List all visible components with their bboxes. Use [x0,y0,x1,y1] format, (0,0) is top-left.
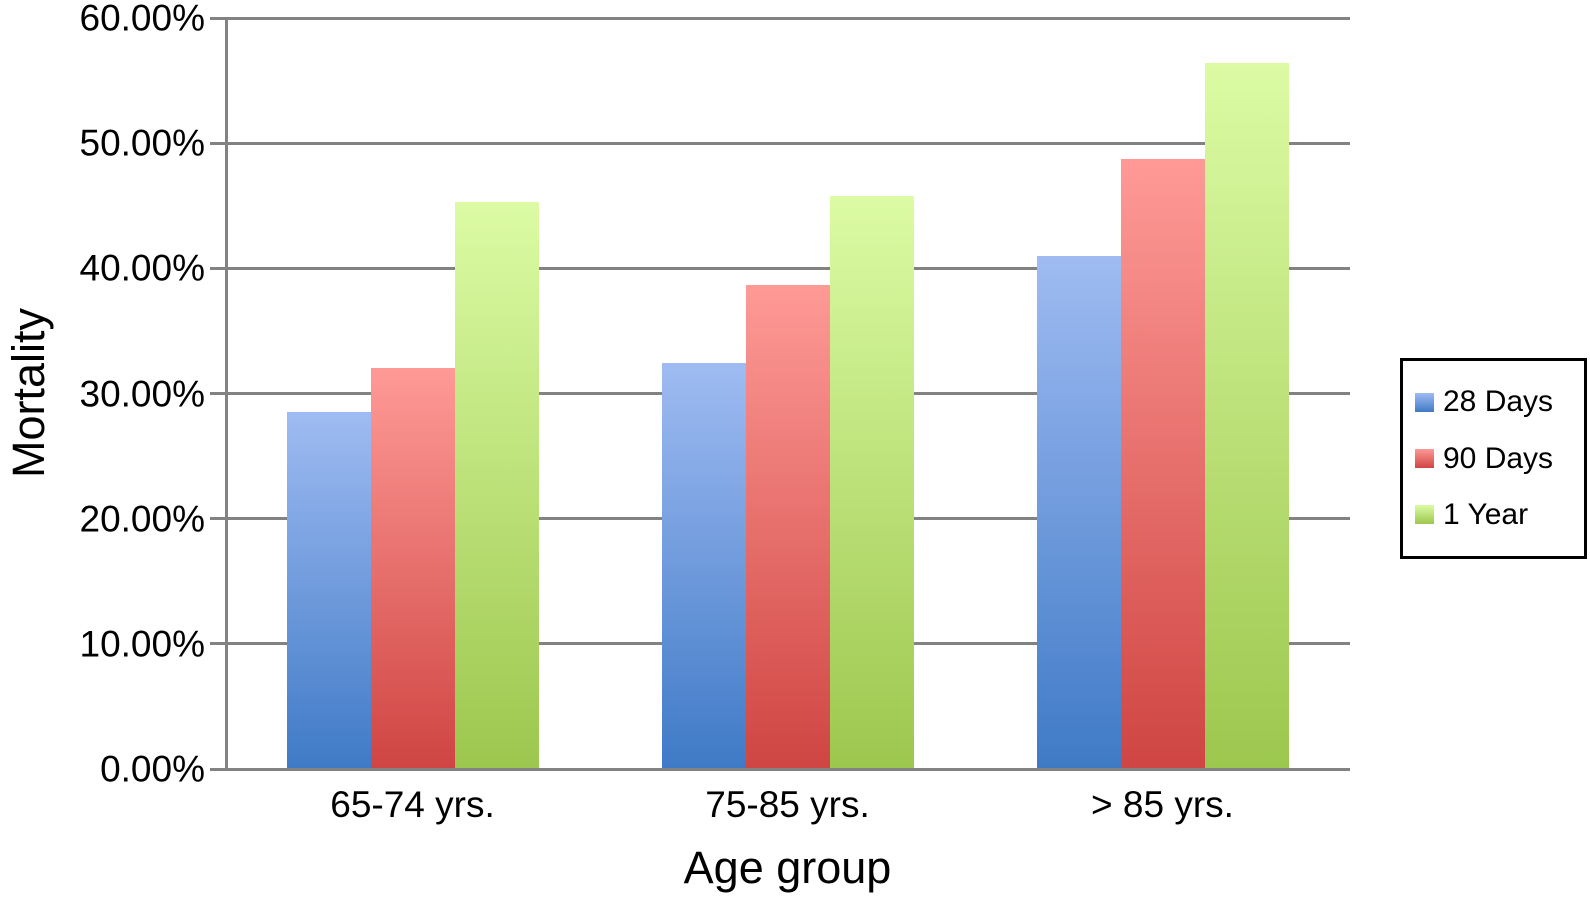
x-tick-label: 75-85 yrs. [705,784,870,825]
legend-label: 1 Year [1443,497,1529,531]
legend: 28 Days 90 Days 1 Year [1400,358,1587,559]
y-tick-label: 60.00% [79,0,206,39]
y-tick-label: 30.00% [79,373,206,414]
bar-28-days-3 [1036,255,1121,769]
gridline-60.00% [210,16,1350,20]
legend-swatch-icon [1415,392,1434,412]
legend-item-90-days: 90 Days [1415,441,1584,475]
bar-90-days-3 [1120,159,1205,769]
legend-label: 28 Days [1443,385,1554,419]
legend-item-28-days: 28 Days [1415,387,1584,417]
y-axis-line [225,18,228,769]
plot-area [210,16,1350,771]
bar-28-days-2 [661,363,746,769]
y-tick-label: 50.00% [79,122,206,164]
y-tick-label: 0.00% [100,748,205,790]
x-tick-label: 65-74 yrs. [330,784,495,825]
gridline-50.00% [210,141,1350,145]
y-tick-label: 40.00% [79,247,206,289]
legend-swatch-icon [1415,505,1434,525]
bar-90-days-1 [370,368,455,769]
bar-90-days-2 [745,284,830,769]
legend-item-1-year: 1 Year [1415,497,1584,531]
y-tick-label: 20.00% [79,498,206,540]
bar-28-days-1 [286,412,371,769]
legend-label: 90 Days [1443,441,1554,475]
bar-1-year-2 [829,195,914,769]
x-tick-label: > 85 yrs. [1091,784,1234,825]
x-tick-labels: 65-74 yrs. 75-85 yrs. > 85 yrs. [225,786,1350,830]
legend-swatch-icon [1415,449,1434,468]
bar-1-year-3 [1204,63,1289,769]
bar-1-year-1 [454,202,539,769]
y-tick-label: 10.00% [79,623,206,665]
gridline-0.00% [210,767,1350,771]
x-axis-title: Age group [683,842,892,893]
gridline-40.00% [210,266,1350,270]
y-tick-labels: 0.00% 10.00% 20.00% 30.00% 40.00% 50.00% 60.00… [0,0,206,788]
